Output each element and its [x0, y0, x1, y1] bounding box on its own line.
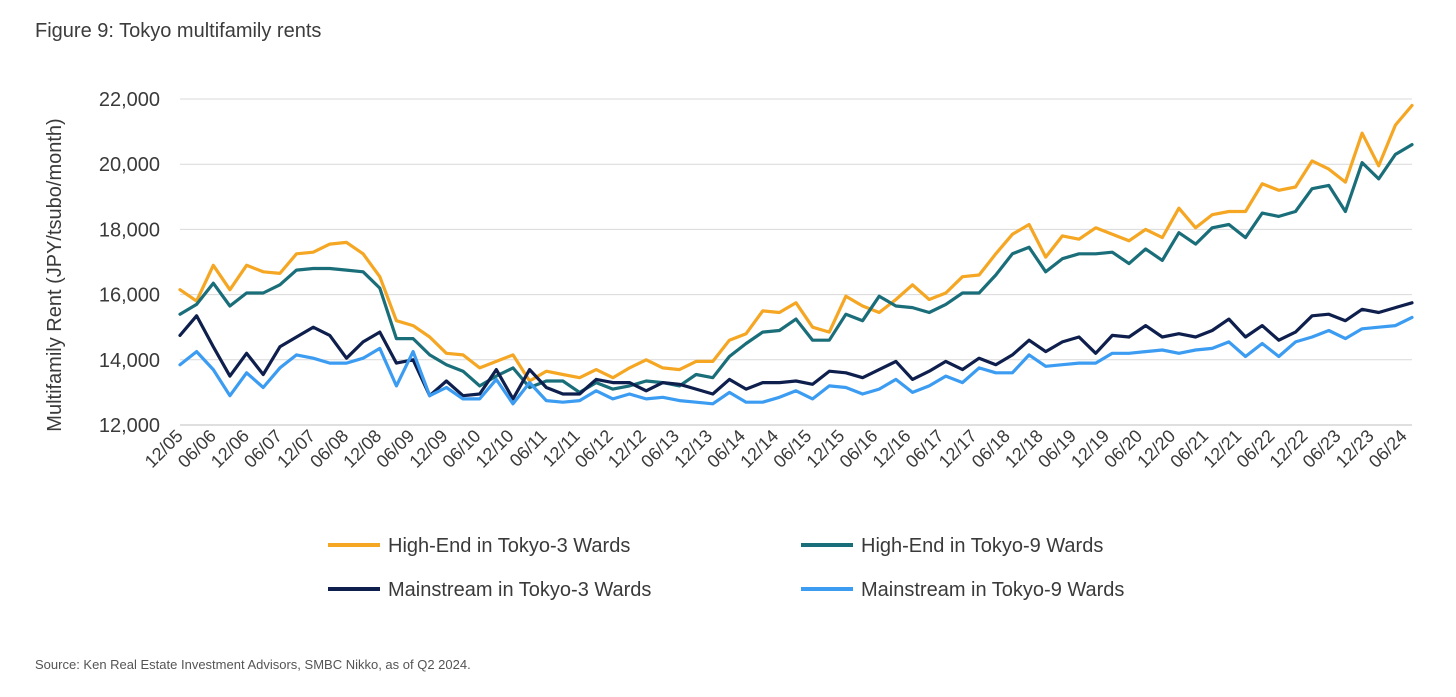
y-axis-ticks: 12,000 14,000 16,000 18,000 20,000 22,000: [99, 89, 160, 437]
series-lines: [178, 103, 1414, 406]
y-tick-label: 20,000: [99, 154, 160, 176]
x-axis-ticks: 12/0506/0612/0606/0712/0706/0812/0806/09…: [141, 426, 1411, 472]
x-tick-label: 06/24: [1365, 426, 1411, 472]
source-note: Source: Ken Real Estate Investment Advis…: [35, 657, 471, 672]
x-tick-label: 12/10: [472, 426, 518, 472]
figure-title: Figure 9: Tokyo multifamily rents: [35, 20, 322, 42]
series-line-3: [178, 301, 1414, 401]
legend-label: High-End in Tokyo-9 Wards: [861, 535, 1103, 557]
legend-label: Mainstream in Tokyo-9 Wards: [861, 579, 1124, 601]
y-axis-label: Multifamily Rent (JPY/tsubo/month): [44, 118, 66, 431]
y-tick-label: 14,000: [99, 350, 160, 372]
legend-label: High-End in Tokyo-3 Wards: [388, 535, 630, 557]
x-tick-label: 06/11: [506, 426, 551, 471]
y-tick-label: 18,000: [99, 219, 160, 241]
series-line-1: [178, 103, 1414, 383]
gridlines: [180, 98, 1412, 361]
y-tick-label: 16,000: [99, 285, 160, 307]
series-line-2: [178, 143, 1414, 394]
y-tick-label: 12,000: [99, 415, 160, 437]
legend: High-End in Tokyo-3 Wards High-End in Tok…: [328, 535, 1124, 601]
legend-label: Mainstream in Tokyo-3 Wards: [388, 579, 651, 601]
series-line-4: [178, 315, 1414, 406]
line-chart: 12,000 14,000 16,000 18,000 20,000 22,000 12/…: [44, 89, 1414, 601]
y-tick-label: 22,000: [99, 89, 160, 111]
